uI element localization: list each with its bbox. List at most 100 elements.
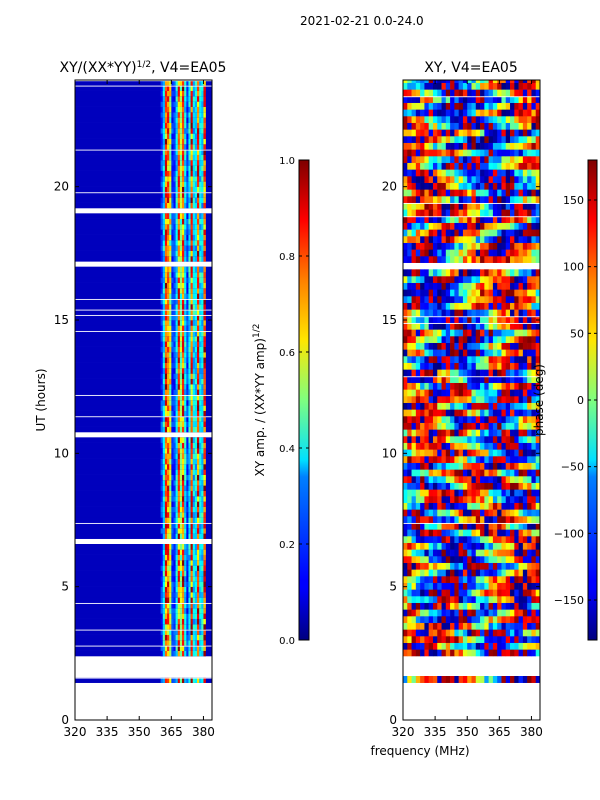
amplitude-cell: [197, 506, 200, 513]
phase-cell: [462, 642, 468, 650]
phase-cell: [505, 369, 511, 377]
phase-cell: [450, 216, 455, 223]
amplitude-cell: [184, 154, 187, 161]
phase-cell: [535, 576, 540, 583]
phase-cell: [437, 342, 442, 350]
amplitude-cell: [190, 197, 194, 203]
phase-cell: [531, 429, 537, 437]
amplitude-cell: [190, 506, 194, 513]
phase-cell: [492, 196, 498, 203]
phase-cell: [484, 349, 489, 357]
amplitude-cell: [197, 346, 200, 353]
phase-cell: [518, 489, 524, 497]
phase-cell: [415, 236, 421, 243]
phase-cell: [471, 356, 477, 363]
amplitude-cell: [192, 170, 196, 177]
phase-cell: [454, 609, 459, 617]
amplitude-cell: [75, 640, 212, 646]
phase-cell: [454, 242, 459, 250]
phase-cell: [514, 602, 519, 610]
phase-cell: [488, 589, 494, 597]
phase-cell: [480, 202, 485, 210]
amplitude-cell: [184, 325, 187, 331]
phase-cell: [432, 229, 438, 237]
amplitude-cell: [167, 224, 170, 230]
phase-cell: [445, 442, 451, 450]
amplitude-cell: [169, 517, 172, 523]
phase-cell: [437, 236, 442, 243]
phase-cell: [467, 622, 472, 630]
amplitude-cell: [167, 597, 170, 603]
amplitude-cell: [197, 138, 200, 145]
amplitude-cell: [188, 565, 191, 571]
phase-cell: [527, 329, 532, 337]
phase-cell: [450, 202, 455, 210]
amplitude-cell: [201, 293, 204, 299]
phase-cell: [471, 576, 477, 583]
amplitude-cell: [194, 576, 198, 582]
amplitude-cell: [160, 80, 164, 86]
phase-cell: [420, 249, 425, 257]
amplitude-cell: [171, 160, 174, 166]
amplitude-cell: [182, 357, 185, 363]
amplitude-cell: [199, 320, 202, 326]
phase-cell: [454, 236, 459, 243]
phase-cell: [535, 676, 540, 683]
phase-cell: [518, 402, 524, 410]
phase-cell: [480, 282, 485, 290]
phase-cell: [505, 216, 511, 223]
amplitude-cell: [169, 442, 172, 449]
phase-cell: [458, 676, 464, 683]
amplitude-cell: [171, 624, 174, 630]
phase-cell: [420, 196, 425, 203]
phase-cell: [480, 249, 485, 257]
amplitude-cell: [75, 389, 212, 395]
amplitude-cell: [186, 133, 189, 139]
phase-cell: [437, 242, 442, 250]
phase-cell: [535, 569, 540, 577]
amplitude-cell: [190, 480, 194, 486]
phase-cell: [403, 522, 408, 530]
phase-cell: [501, 502, 507, 510]
amplitude-cell: [75, 442, 212, 449]
phase-cell: [501, 156, 507, 163]
phase-cell: [411, 256, 417, 263]
phase-cell: [432, 129, 438, 137]
phase-cell: [462, 522, 468, 530]
phase-cell: [428, 402, 434, 410]
amplitude-cell: [164, 138, 168, 145]
phase-cell: [514, 222, 519, 230]
phase-cell: [454, 469, 459, 477]
phase-cell: [531, 636, 537, 643]
phase-cell: [484, 182, 489, 190]
amplitude-cell: [203, 85, 206, 91]
phase-cell: [437, 249, 442, 257]
amplitude-cell: [188, 325, 191, 331]
amplitude-cell: [179, 186, 183, 193]
amplitude-cell: [171, 645, 174, 651]
phase-cell: [432, 482, 438, 490]
phase-cell: [441, 469, 447, 477]
amplitude-cell: [167, 357, 170, 363]
phase-cell: [420, 549, 425, 557]
amplitude-cell: [177, 133, 181, 139]
amplitude-cell: [177, 266, 181, 273]
phase-cell: [415, 569, 421, 577]
phase-cell: [462, 169, 468, 177]
amplitude-cell: [167, 250, 170, 257]
amplitude-cell: [162, 266, 166, 273]
phase-cell: [488, 529, 494, 537]
phase-cell: [527, 629, 532, 637]
amplitude-cell: [186, 245, 189, 251]
amplitude-cell: [203, 384, 206, 390]
phase-cell: [454, 496, 459, 503]
amplitude-cell: [182, 128, 185, 134]
amplitude-cell: [169, 592, 172, 598]
phase-cell: [420, 356, 425, 363]
phase-cell: [510, 436, 515, 443]
amplitude-cell: [201, 602, 204, 609]
phase-cell: [471, 649, 477, 657]
amplitude-cell: [173, 352, 176, 358]
phase-cell: [518, 269, 524, 277]
phase-cell: [471, 269, 477, 277]
